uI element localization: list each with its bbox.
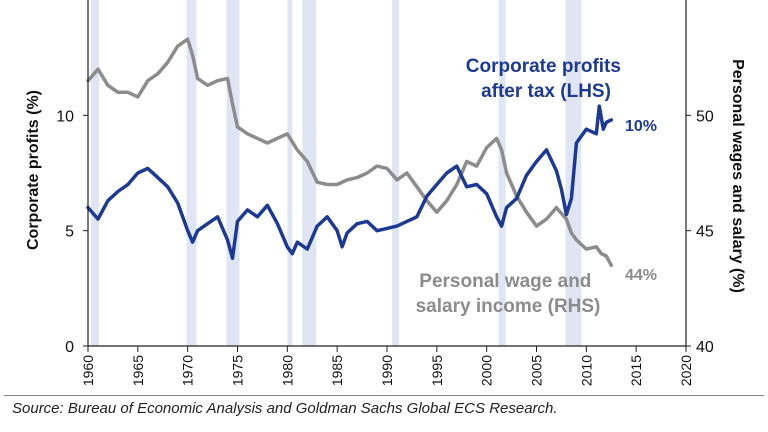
y-axis-left-label: Corporate profits (%) (25, 90, 42, 250)
series-layer (86, 37, 614, 268)
labels: Corporate profits (%) Personal wages and… (25, 56, 746, 317)
recession-band-1 (90, 0, 99, 346)
x-tick-label-2015: 2015 (628, 355, 644, 386)
x-tick-label-2000: 2000 (479, 355, 495, 386)
y-right-tick-label-50: 50 (696, 108, 714, 125)
legend-corporate-profits: Corporate profits after tax (LHS) (466, 56, 626, 102)
x-tick-label-1970: 1970 (180, 355, 196, 386)
x-tick-label-1975: 1975 (230, 355, 246, 386)
y-left-tick-label-10: 10 (56, 108, 74, 125)
y-left-tick-label-5: 5 (65, 224, 74, 241)
legend-wage-income: Personal wage and salary income (RHS) (416, 271, 601, 317)
recession-band-5 (302, 0, 317, 346)
x-tick-label-2020: 2020 (678, 355, 694, 386)
series-line-corporate-profits (86, 104, 614, 261)
y-right-tick-label-40: 40 (696, 339, 714, 356)
end-label-corporate-profits: 10% (625, 118, 657, 135)
x-tick-label-2010: 2010 (578, 355, 594, 386)
x-tick-label-1990: 1990 (379, 355, 395, 386)
recession-band-3 (226, 0, 240, 346)
axes: 1960 1965 1970 1975 1980 1985 1990 1995 2000 2005… (56, 0, 714, 386)
x-tick-label-2005: 2005 (529, 355, 545, 386)
source-divider (4, 395, 764, 396)
y-right-tick-label-45: 45 (696, 224, 714, 241)
y-left-tick-label-0: 0 (65, 339, 74, 356)
recession-band-4 (287, 0, 293, 346)
series-line-wage-income (86, 37, 614, 268)
recession-band-7 (498, 0, 506, 346)
y-axis-right-label: Personal wages and salary (%) (729, 59, 746, 293)
recession-band-2 (186, 0, 197, 346)
x-tick-label-1980: 1980 (279, 355, 295, 386)
recession-band-6 (391, 0, 399, 346)
x-tick-label-1960: 1960 (80, 355, 96, 386)
x-tick-label-1995: 1995 (429, 355, 445, 386)
x-tick-label-1965: 1965 (130, 355, 146, 386)
source-note: Source: Bureau of Economic Analysis and … (12, 400, 558, 417)
x-tick-label-1985: 1985 (329, 355, 345, 386)
end-label-wage-income: 44% (625, 267, 657, 284)
